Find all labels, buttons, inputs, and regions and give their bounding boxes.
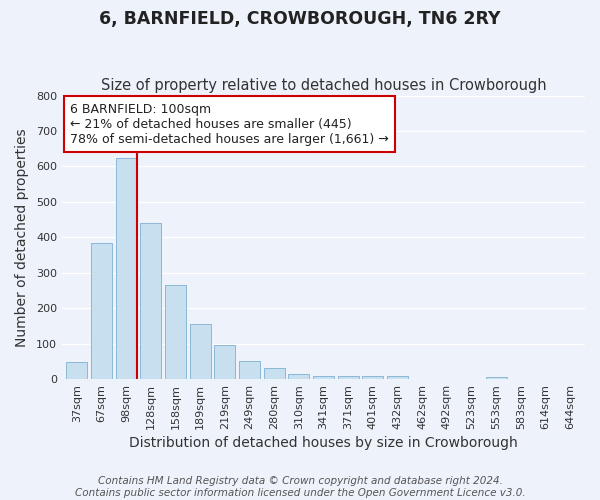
Bar	[362, 376, 383, 379]
Bar	[140, 223, 161, 379]
Text: 6 BARNFIELD: 100sqm
← 21% of detached houses are smaller (445)
78% of semi-detac: 6 BARNFIELD: 100sqm ← 21% of detached ho…	[70, 102, 389, 146]
Bar	[165, 285, 186, 379]
Bar	[214, 346, 235, 379]
Title: Size of property relative to detached houses in Crowborough: Size of property relative to detached ho…	[101, 78, 546, 93]
Bar	[338, 376, 359, 379]
X-axis label: Distribution of detached houses by size in Crowborough: Distribution of detached houses by size …	[129, 436, 518, 450]
Bar	[239, 362, 260, 379]
Bar	[263, 368, 284, 379]
Bar	[313, 376, 334, 379]
Bar	[387, 376, 408, 379]
Text: 6, BARNFIELD, CROWBOROUGH, TN6 2RY: 6, BARNFIELD, CROWBOROUGH, TN6 2RY	[99, 10, 501, 28]
Bar	[289, 374, 309, 379]
Bar	[66, 362, 87, 379]
Bar	[485, 378, 506, 379]
Text: Contains HM Land Registry data © Crown copyright and database right 2024.
Contai: Contains HM Land Registry data © Crown c…	[74, 476, 526, 498]
Bar	[190, 324, 211, 379]
Y-axis label: Number of detached properties: Number of detached properties	[15, 128, 29, 346]
Bar	[91, 242, 112, 379]
Bar	[116, 158, 137, 379]
